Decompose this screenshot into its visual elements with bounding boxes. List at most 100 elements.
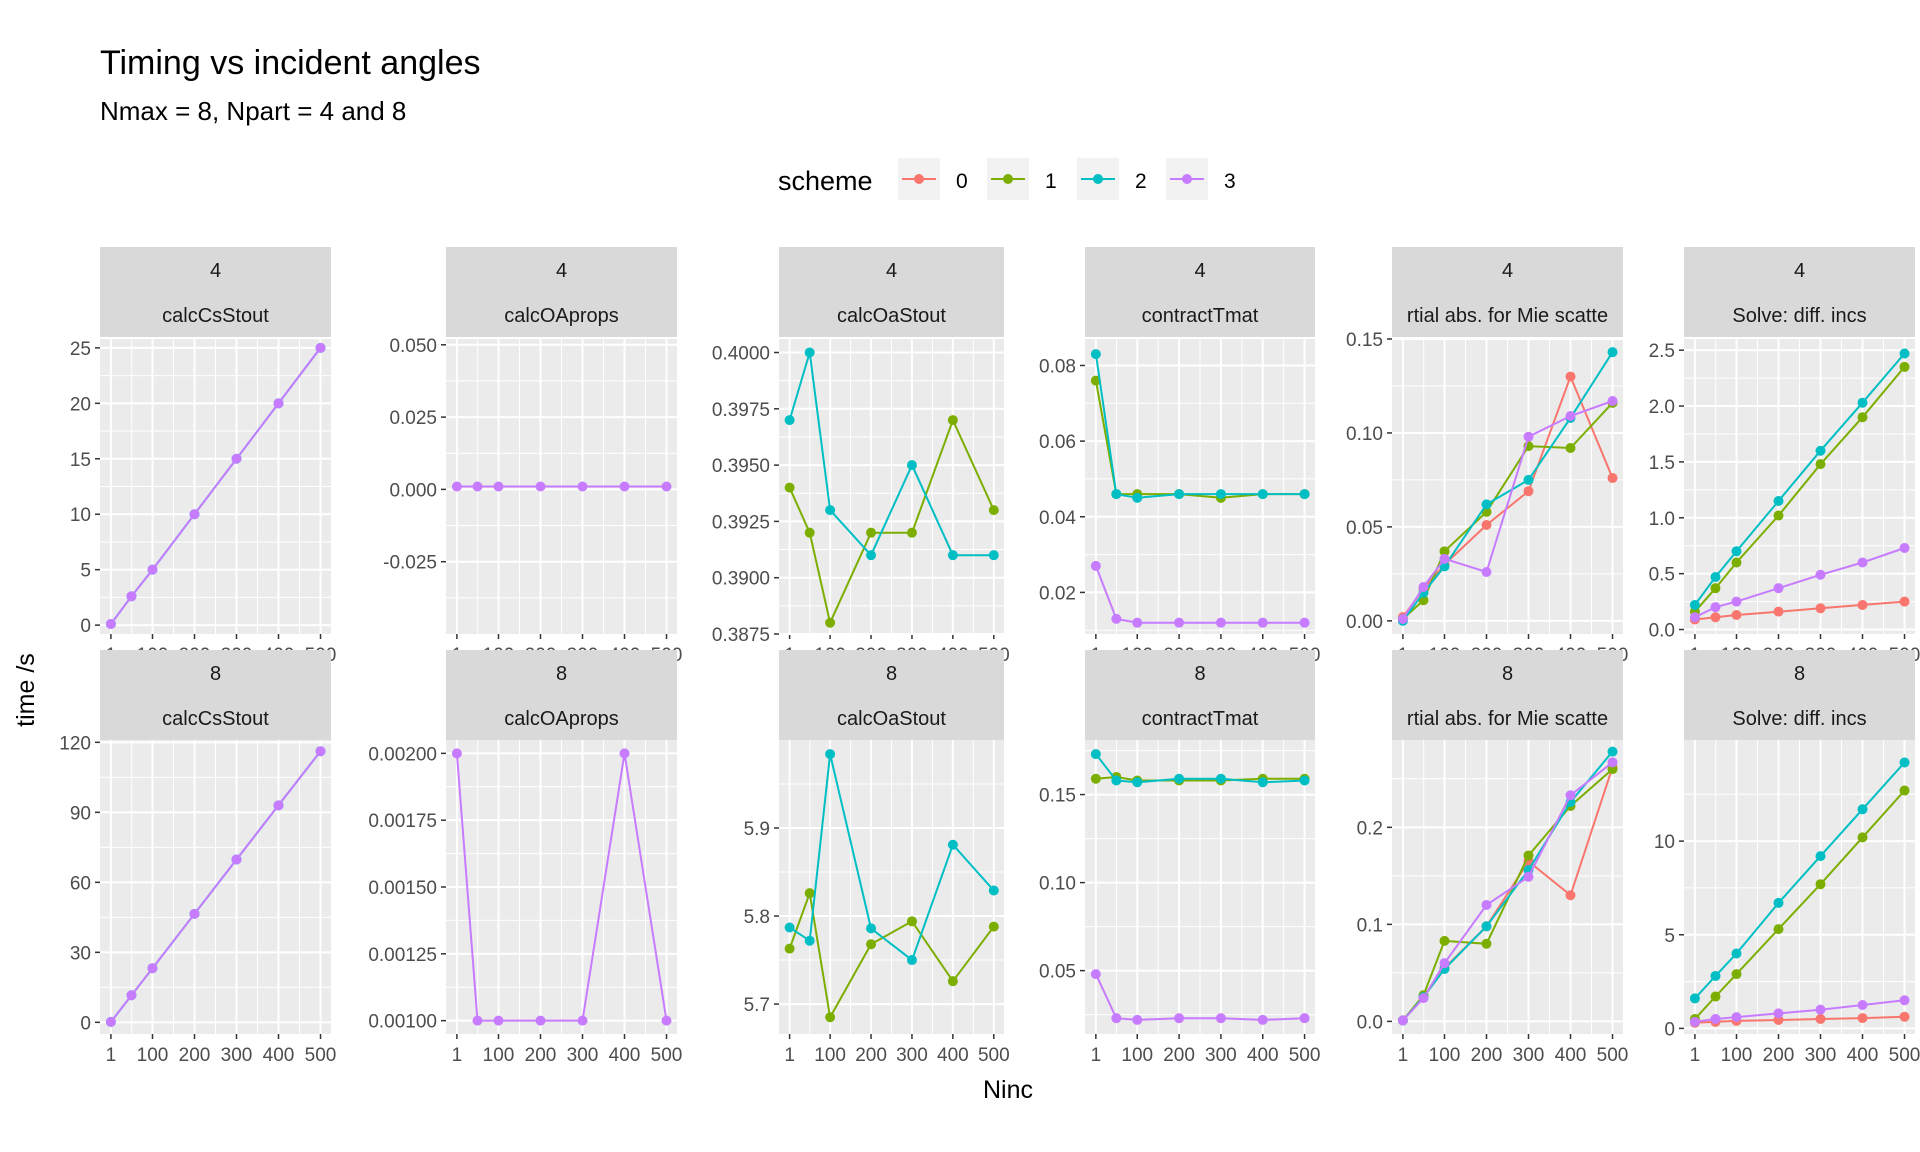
chart-title: Timing vs incident angles: [100, 44, 481, 82]
strip-col-label: calcOAprops: [504, 305, 619, 327]
y-tick-label: 0.05: [1039, 962, 1076, 983]
data-point-scheme-3: [189, 908, 200, 919]
data-point-scheme-0: [1773, 606, 1784, 617]
data-point-scheme-3: [619, 748, 630, 759]
data-point-scheme-2: [866, 923, 877, 934]
data-point-scheme-3: [1607, 757, 1618, 768]
y-tick-label: 0: [1664, 1019, 1675, 1040]
data-point-scheme-1: [1857, 832, 1868, 843]
data-point-scheme-3: [451, 481, 462, 492]
data-point-scheme-3: [1132, 1014, 1143, 1025]
y-tick-label: 60: [70, 873, 91, 894]
data-point-scheme-1: [1710, 583, 1721, 594]
strip-col-label: Solve: diff. incs: [1732, 305, 1866, 327]
data-point-scheme-2: [1257, 489, 1268, 500]
data-point-scheme-2: [825, 749, 836, 760]
data-point-scheme-3: [1111, 1013, 1122, 1024]
data-point-scheme-0: [1899, 1011, 1910, 1022]
strip-row: [100, 247, 331, 292]
data-point-scheme-3: [661, 481, 672, 492]
strip-row: [1684, 247, 1915, 292]
data-point-scheme-1: [1523, 850, 1534, 861]
legend-key-point: [1003, 174, 1013, 184]
x-tick-label: 400: [1847, 1045, 1879, 1066]
x-tick-label: 1: [1690, 1045, 1701, 1066]
data-point-scheme-3: [1565, 790, 1576, 801]
y-tick-label: 0.05: [1346, 518, 1383, 539]
y-tick-label: 0.050: [389, 336, 437, 357]
data-point-scheme-2: [1523, 474, 1534, 485]
x-tick-label: 100: [1121, 1045, 1153, 1066]
data-point-scheme-1: [988, 505, 999, 516]
x-tick-label: 300: [1805, 1045, 1837, 1066]
x-tick-label: 500: [305, 1045, 337, 1066]
y-tick-label: 0.00200: [368, 744, 437, 765]
strip-row: [446, 247, 677, 292]
x-tick-label: 200: [179, 1045, 211, 1066]
data-point-scheme-2: [866, 550, 877, 561]
strip-col-label: calcCsStout: [162, 305, 269, 327]
data-point-scheme-2: [1215, 773, 1226, 784]
data-point-scheme-2: [1857, 804, 1868, 815]
strip-col-label: calcOAprops: [504, 708, 619, 730]
data-point-scheme-2: [1710, 970, 1721, 981]
y-tick-label: 0.15: [1039, 786, 1076, 807]
data-point-scheme-3: [1731, 596, 1742, 607]
data-point-scheme-2: [1607, 746, 1618, 757]
y-tick-label: 0: [80, 1013, 91, 1034]
data-point-scheme-3: [1397, 1015, 1408, 1026]
data-point-scheme-1: [784, 943, 795, 954]
data-point-scheme-0: [1899, 596, 1910, 607]
y-axis-title: time /s: [12, 653, 40, 727]
data-point-scheme-0: [1731, 610, 1742, 621]
data-point-scheme-3: [147, 564, 158, 575]
data-point-scheme-2: [1815, 445, 1826, 456]
strip-col-label: Solve: diff. incs: [1732, 708, 1866, 730]
strip-row-label: 4: [1502, 260, 1513, 282]
x-tick-label: 1: [1398, 1045, 1409, 1066]
legend-label: 3: [1224, 170, 1236, 193]
data-point-scheme-3: [1418, 993, 1429, 1004]
strip-row-label: 8: [1502, 663, 1513, 685]
data-point-scheme-2: [1090, 749, 1101, 760]
strip-col: [100, 292, 331, 337]
x-tick-label: 100: [1429, 1045, 1461, 1066]
data-point-scheme-3: [273, 800, 284, 811]
data-point-scheme-1: [1565, 442, 1576, 453]
data-point-scheme-3: [535, 481, 546, 492]
y-tick-label: 5: [80, 561, 91, 582]
data-point-scheme-1: [1439, 546, 1450, 557]
strip-col: [446, 292, 677, 337]
data-point-scheme-3: [1773, 583, 1784, 594]
y-tick-label: 0.5: [1649, 565, 1675, 586]
y-tick-label: 120: [59, 733, 91, 754]
panel-8-5: 8 Solve: diff. incs 1 100 200 300 400 500 0 5 10: [1654, 650, 1920, 1066]
legend-label: 0: [956, 170, 968, 193]
strip-row-label: 8: [1794, 663, 1805, 685]
data-point-scheme-3: [315, 746, 326, 757]
data-point-scheme-3: [493, 481, 504, 492]
x-tick-label: 1: [1091, 1045, 1102, 1066]
data-point-scheme-2: [1689, 599, 1700, 610]
y-tick-label: 0.025: [389, 408, 437, 429]
x-axis-title: Ninc: [983, 1076, 1033, 1104]
y-tick-label: 0.1: [1357, 915, 1383, 936]
data-point-scheme-3: [231, 854, 242, 865]
data-point-scheme-2: [1439, 561, 1450, 572]
data-point-scheme-1: [825, 617, 836, 628]
chart-subtitle: Nmax = 8, Npart = 4 and 8: [100, 96, 407, 126]
y-tick-label: 0.02: [1039, 583, 1076, 604]
strip-row-label: 8: [556, 663, 567, 685]
data-point-scheme-3: [105, 619, 116, 630]
y-tick-label: 0.08: [1039, 356, 1076, 377]
data-point-scheme-2: [1481, 499, 1492, 510]
data-point-scheme-3: [1607, 396, 1618, 407]
data-point-scheme-3: [1481, 899, 1492, 910]
data-point-scheme-3: [1111, 613, 1122, 624]
data-point-scheme-3: [1899, 995, 1910, 1006]
data-point-scheme-2: [1215, 489, 1226, 500]
y-tick-label: 90: [70, 803, 91, 824]
y-tick-label: 0.4000: [712, 344, 770, 365]
panel-4-2: 4calcOaStout11002003004005000.38750.3900…: [712, 247, 1010, 666]
data-point-scheme-0: [1565, 890, 1576, 901]
